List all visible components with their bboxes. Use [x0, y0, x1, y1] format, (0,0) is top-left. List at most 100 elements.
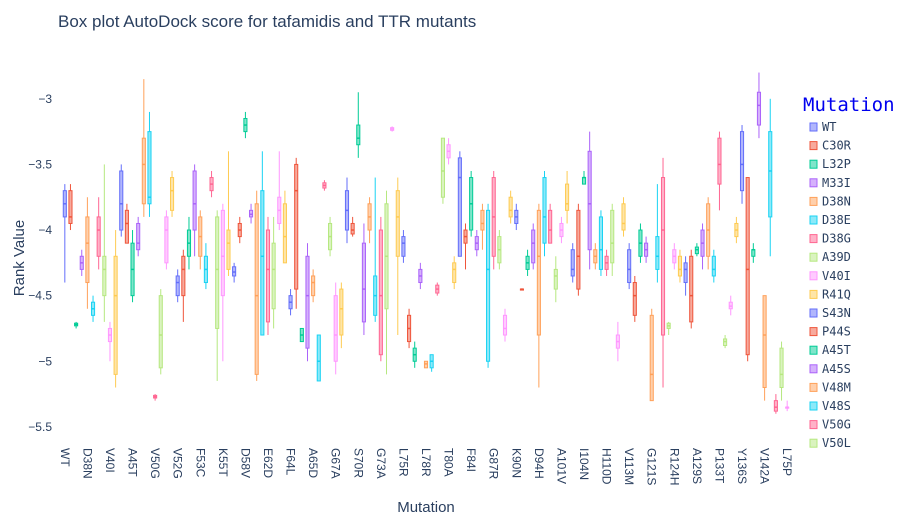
box — [587, 150, 592, 251]
box — [305, 255, 310, 349]
box — [119, 170, 124, 231]
legend-swatch — [809, 271, 818, 281]
legend-swatch — [809, 159, 818, 169]
x-tick-label: V142A — [758, 448, 772, 484]
legend-label: A45T — [822, 343, 851, 357]
x-tick-label: WT — [58, 448, 72, 467]
box — [677, 255, 683, 277]
box — [339, 288, 344, 336]
legend-label: D38E — [822, 213, 851, 227]
y-tick-label: −4 — [38, 223, 52, 237]
box — [356, 124, 361, 146]
x-tick-label: L75P — [780, 448, 794, 476]
x-tick-label: V52G — [171, 448, 185, 479]
box — [627, 249, 632, 284]
box — [316, 334, 321, 382]
box — [401, 236, 406, 257]
y-axis-title: Rank Value — [11, 220, 28, 296]
y-tick-label: −5 — [38, 354, 52, 368]
box — [192, 170, 197, 231]
box — [440, 137, 445, 198]
legend-swatch — [809, 141, 818, 151]
box — [756, 91, 762, 126]
box — [610, 209, 615, 264]
box — [220, 209, 225, 297]
x-tick-label: G73A — [374, 448, 388, 479]
x-tick-label: F64L — [284, 448, 298, 476]
box — [486, 209, 491, 362]
box — [745, 177, 750, 356]
y-tick-label: −3.5 — [28, 157, 52, 171]
x-tick-label: A65D — [306, 448, 320, 478]
x-tick-label: L78R — [419, 448, 433, 477]
x-tick-label: A129S — [690, 448, 704, 484]
box — [576, 209, 581, 290]
x-tick-label: L75R — [396, 448, 410, 477]
box — [215, 216, 220, 329]
box — [773, 400, 778, 412]
legend-swatch — [809, 196, 818, 206]
x-tick-label: R124H — [667, 448, 681, 485]
legend-label: WT — [822, 120, 836, 134]
x-tick-label: V113M — [622, 448, 636, 485]
x-tick-label: V40I — [103, 448, 117, 473]
box — [147, 131, 152, 205]
y-tick-label: −3 — [38, 92, 52, 106]
box — [779, 347, 784, 389]
legend-swatch — [809, 327, 818, 337]
x-tick-label: A45T — [126, 448, 140, 477]
box — [452, 262, 457, 284]
legend-label: S43N — [822, 306, 851, 320]
box — [96, 216, 101, 257]
box — [136, 222, 141, 251]
x-tick-label: G67A — [329, 448, 343, 479]
x-tick-label: K90N — [509, 448, 523, 478]
box — [689, 255, 694, 323]
box — [751, 249, 756, 257]
x-tick-label: G87R — [487, 448, 501, 480]
legend-swatch — [809, 252, 818, 262]
box — [649, 314, 654, 402]
legend-swatch — [809, 401, 818, 411]
x-tick-label: K55T — [216, 448, 230, 477]
box — [621, 203, 626, 231]
box — [655, 236, 660, 270]
box — [378, 229, 383, 356]
box — [282, 203, 287, 264]
box — [226, 229, 231, 270]
legend-label: A45S — [822, 362, 851, 376]
box — [711, 255, 716, 277]
legend-label: M33I — [822, 176, 851, 190]
box — [502, 314, 508, 336]
legend-label: P44S — [822, 325, 851, 339]
box — [762, 295, 767, 389]
y-tick-label: −4.5 — [28, 289, 52, 303]
box — [683, 262, 688, 284]
box — [311, 275, 316, 297]
legend-swatch — [809, 438, 818, 448]
x-tick-label: D94H — [532, 448, 546, 479]
box — [536, 209, 541, 336]
x-tick-label: F53C — [193, 448, 207, 478]
box — [254, 203, 259, 375]
box — [333, 295, 338, 362]
legend-swatch — [809, 420, 818, 430]
box — [548, 209, 553, 244]
box — [181, 255, 186, 297]
legend-label: V48M — [822, 380, 851, 394]
box — [553, 268, 558, 290]
x-tick-label: H110D — [600, 448, 614, 485]
box — [531, 229, 536, 264]
x-axis-title: Mutation — [397, 499, 455, 516]
box — [102, 255, 107, 297]
box — [175, 275, 180, 297]
legend-swatch — [809, 178, 818, 188]
box — [565, 183, 570, 211]
legend-label: V40I — [822, 269, 851, 283]
x-tick-label: A101V — [554, 448, 568, 484]
x-tick-label: T80A — [442, 448, 456, 477]
legend-label: V50G — [822, 418, 851, 432]
legend-title: Mutation — [803, 94, 895, 116]
box — [570, 249, 575, 277]
box — [169, 177, 175, 211]
